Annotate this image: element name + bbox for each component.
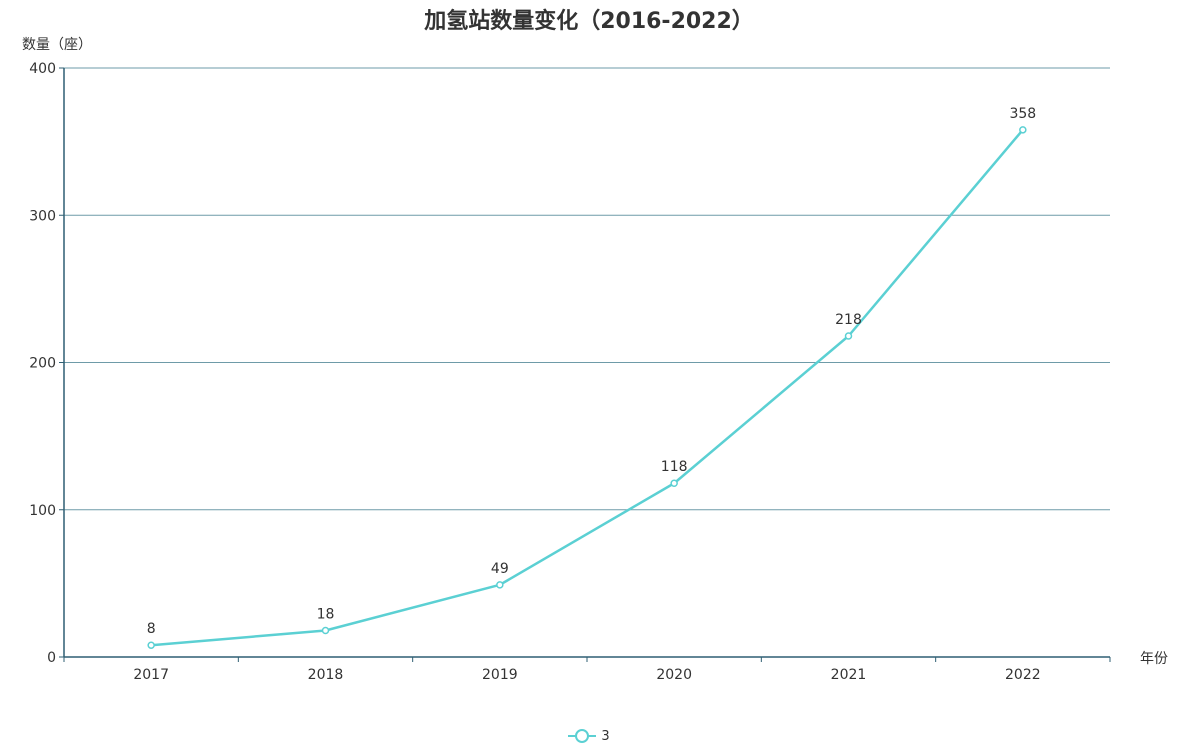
- chart-title: 加氢站数量变化（2016-2022）: [424, 9, 754, 34]
- y-tick-label: 0: [47, 650, 56, 666]
- data-label: 218: [835, 312, 862, 328]
- data-label: 8: [147, 621, 156, 637]
- x-tick-label: 2021: [831, 667, 867, 683]
- x-tick-label: 2019: [482, 667, 518, 683]
- data-label: 118: [661, 459, 688, 475]
- y-axis-label: 数量（座）: [22, 37, 92, 53]
- legend[interactable]: 3: [0, 727, 1178, 745]
- legend-circle: [575, 729, 590, 743]
- y-tick-label: 100: [29, 503, 56, 519]
- data-point: [147, 641, 155, 649]
- legend-label: 3: [601, 728, 610, 744]
- data-label: 18: [317, 606, 335, 622]
- series-line: [151, 129, 1024, 647]
- y-tick-label: 300: [29, 208, 56, 224]
- y-tick-label: 200: [29, 356, 56, 372]
- y-tick-label: 400: [29, 61, 56, 77]
- data-point: [1019, 126, 1027, 134]
- legend-item[interactable]: 3: [568, 728, 610, 744]
- data-point: [844, 332, 853, 340]
- x-tick-label: 2022: [1005, 667, 1041, 683]
- x-tick-label: 2020: [656, 667, 692, 683]
- data-label: 358: [1009, 106, 1036, 122]
- x-tick-label: 2017: [133, 667, 169, 683]
- x-axis-label: 年份: [1140, 651, 1168, 667]
- x-tick-label: 2018: [308, 667, 344, 683]
- data-point: [321, 626, 330, 635]
- data-label: 49: [491, 561, 509, 577]
- legend-marker-icon: [568, 729, 597, 743]
- data-point: [670, 479, 678, 487]
- data-point: [496, 581, 504, 589]
